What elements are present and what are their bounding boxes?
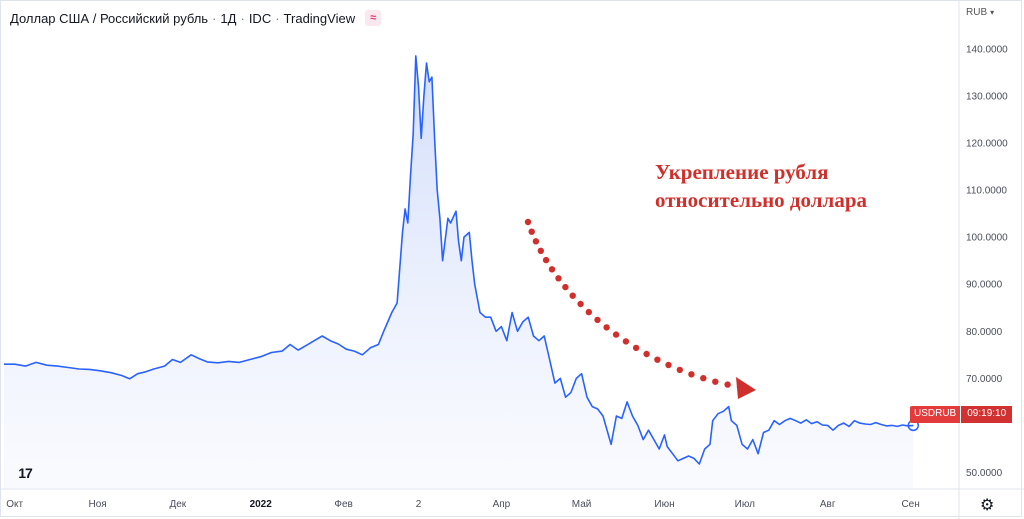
currency-label: RUB [966, 7, 988, 18]
arrow-dot [555, 275, 562, 282]
arrow-dot [603, 324, 610, 331]
header-separator-dot: · [275, 10, 280, 26]
price-tick-label: 70.0000 [966, 374, 1003, 385]
arrow-dot [612, 331, 620, 338]
time-tick-label: Дек [169, 499, 186, 510]
trend-arrow [524, 218, 756, 399]
annotation-line-1: Укрепление рубля [655, 160, 829, 184]
time-tick-label: 2022 [250, 499, 273, 510]
time-tick-label: Сен [901, 499, 919, 510]
header-separator-dot: · [212, 10, 217, 26]
price-tick-label: 90.0000 [966, 280, 1003, 291]
arrow-dot [594, 316, 601, 324]
price-tick-label: 110.0000 [966, 186, 1007, 197]
arrow-dot [688, 371, 695, 378]
price-tick-label: 100.0000 [966, 233, 1008, 244]
interval-label[interactable]: 1Д [220, 10, 237, 26]
price-tick-label: 140.0000 [966, 44, 1008, 55]
gear-icon[interactable]: ⚙ [980, 497, 995, 514]
price-tick-label: 50.0000 [966, 468, 1003, 479]
price-tick-label: 120.0000 [966, 139, 1008, 150]
tradingview-logo[interactable]: 17 [18, 465, 33, 481]
time-axis[interactable]: Окт Ноя Дек 2022 Фев 2 Апр Май Июн Июл Авг Сен [6, 499, 919, 510]
time-tick-label: Окт [6, 499, 23, 510]
indicator-icon[interactable]: ≈ [365, 10, 382, 26]
annotation-line-2: относительно доллара [655, 188, 868, 212]
area-fill-layer [4, 55, 920, 490]
price-tag-time: 09:19:10 [961, 406, 1013, 423]
arrow-dot [643, 350, 650, 358]
price-tick-label: 130.0000 [966, 91, 1008, 102]
arrow-dot [654, 356, 661, 363]
header-separator-dot: · [240, 10, 245, 26]
price-tick-label: 80.0000 [966, 327, 1003, 338]
arrow-dot [548, 266, 556, 273]
price-area [4, 55, 914, 490]
arrow-dot [537, 247, 544, 254]
symbol-title[interactable]: Доллар США / Российский рубль [10, 10, 209, 26]
price-axis[interactable]: 140.0000 130.0000 120.0000 110.0000 100.0000… [966, 44, 1008, 479]
time-tick-label: Май [572, 499, 592, 510]
price-tag-symbol: USDRUB [910, 406, 961, 423]
arrow-dot [585, 308, 592, 316]
arrow-dot [528, 228, 535, 235]
arrow-dot [577, 300, 584, 308]
arrow-dot [632, 344, 640, 352]
time-tick-label: Ноя [88, 499, 106, 510]
currency-selector[interactable]: RUB ▾ [966, 7, 994, 18]
last-price-tag: USDRUB 09:19:10 [910, 406, 1013, 423]
time-tick-label: Авг [820, 499, 836, 510]
price-line [4, 55, 914, 465]
chevron-down-icon: ▾ [990, 8, 995, 17]
chart-annotation: Укрепление рубля относительно доллара [655, 158, 867, 214]
arrow-dot [524, 218, 532, 226]
arrow-dot [562, 283, 569, 291]
arrow-dot [532, 238, 540, 245]
arrow-head-icon [736, 377, 756, 399]
arrow-dot [676, 366, 683, 374]
arrow-dot [622, 338, 630, 345]
time-tick-label: Июл [735, 499, 755, 510]
arrow-dot [569, 292, 576, 299]
platform-label: TradingView [283, 10, 356, 26]
time-tick-label: 2 [416, 499, 422, 510]
time-tick-label: Фев [334, 499, 352, 510]
arrow-dot [665, 361, 672, 369]
arrow-dot [542, 256, 550, 264]
chart-header: Доллар США / Российский рубль · 1Д · IDC… [10, 8, 382, 28]
arrow-dot [724, 381, 731, 388]
arrow-dot [700, 375, 707, 382]
arrow-dot [712, 378, 719, 385]
source-label: IDC [248, 10, 272, 26]
time-tick-label: Апр [493, 499, 511, 510]
time-tick-label: Июн [654, 499, 674, 510]
